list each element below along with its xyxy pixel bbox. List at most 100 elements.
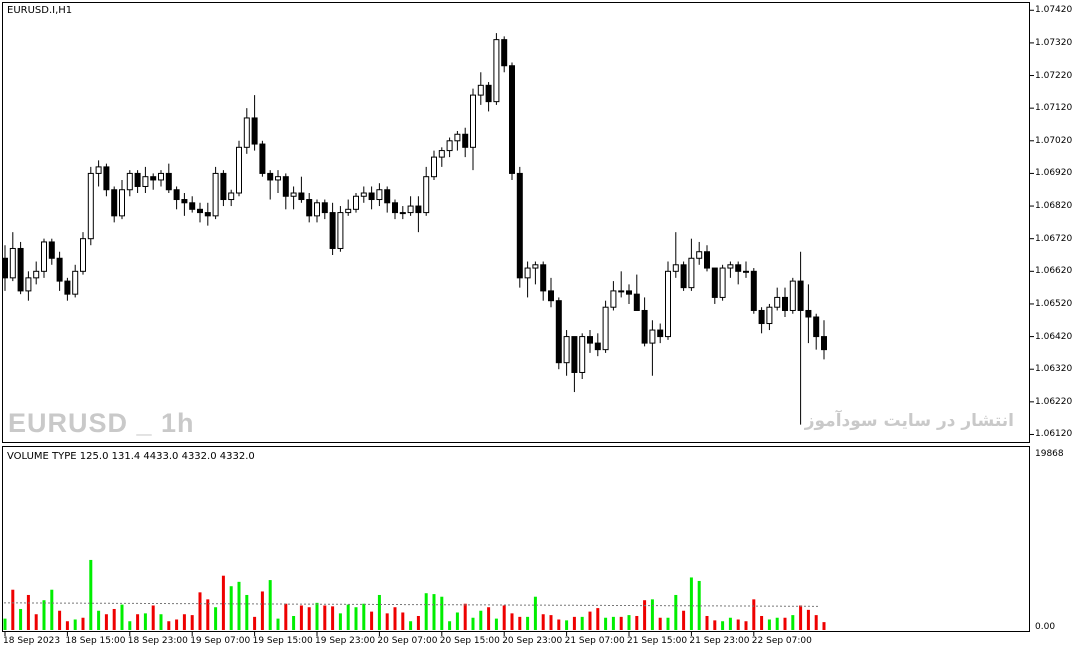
candle[interactable] (711, 267, 718, 304)
volume-bar[interactable] (104, 614, 108, 630)
volume-bar[interactable] (323, 605, 327, 630)
candle[interactable] (532, 261, 539, 285)
candle[interactable] (48, 238, 55, 265)
candle[interactable] (649, 320, 656, 376)
volume-bar[interactable] (175, 619, 179, 630)
candle[interactable] (501, 36, 508, 73)
candle[interactable] (111, 186, 118, 223)
volume-bar[interactable] (112, 608, 116, 630)
candle[interactable] (789, 277, 796, 314)
candle[interactable] (259, 140, 266, 177)
volume-bar[interactable] (752, 599, 756, 630)
candle[interactable] (477, 72, 484, 105)
candle[interactable] (228, 189, 235, 207)
candle[interactable] (134, 170, 141, 193)
volume-bar[interactable] (401, 612, 405, 630)
volume-bar[interactable] (307, 607, 311, 630)
candle[interactable] (743, 261, 749, 278)
volume-bar[interactable] (479, 610, 483, 630)
volume-bar[interactable] (19, 608, 23, 630)
candle[interactable] (516, 166, 523, 288)
candle[interactable] (626, 284, 632, 304)
candle[interactable] (321, 199, 328, 220)
volume-bar[interactable] (822, 622, 826, 630)
volume-bar[interactable] (26, 594, 30, 630)
volume-bar[interactable] (635, 615, 639, 630)
volume-bar[interactable] (338, 613, 342, 630)
candle[interactable] (95, 160, 102, 187)
volume-bar[interactable] (206, 599, 210, 630)
candle[interactable] (251, 95, 258, 151)
volume-bar[interactable] (471, 617, 475, 630)
volume-bar[interactable] (432, 594, 436, 630)
volume-bar[interactable] (487, 607, 491, 630)
volume-bar[interactable] (650, 599, 654, 630)
candle[interactable] (688, 238, 695, 291)
volume-bar[interactable] (151, 605, 155, 630)
candle[interactable] (353, 193, 359, 213)
candle[interactable] (719, 264, 726, 301)
candle[interactable] (696, 241, 703, 265)
volume-bar[interactable] (705, 615, 709, 630)
volume-bar[interactable] (284, 603, 288, 630)
volume-bar[interactable] (42, 600, 46, 630)
volume-bar[interactable] (791, 615, 795, 630)
candle[interactable] (407, 196, 414, 216)
candle[interactable] (282, 173, 289, 210)
candle[interactable] (275, 170, 281, 193)
volume-bar[interactable] (182, 614, 186, 630)
volume-bar[interactable] (783, 617, 787, 630)
candle[interactable] (680, 261, 687, 291)
candle[interactable] (345, 199, 352, 216)
candle[interactable] (384, 186, 391, 213)
volume-bar[interactable] (760, 615, 764, 630)
volume-bar[interactable] (806, 609, 810, 630)
volume-bar[interactable] (315, 602, 319, 630)
candle[interactable] (376, 183, 383, 207)
candle[interactable] (540, 261, 547, 301)
candle[interactable] (360, 186, 367, 203)
volume-bar[interactable] (666, 617, 670, 630)
candle[interactable] (64, 277, 71, 301)
candle[interactable] (610, 281, 617, 311)
volume-bar[interactable] (557, 619, 561, 630)
candle[interactable] (415, 196, 422, 233)
candle[interactable] (633, 274, 640, 311)
candle[interactable] (126, 170, 133, 197)
candle[interactable] (821, 320, 827, 360)
volume-bar[interactable] (541, 614, 545, 630)
candle[interactable] (212, 166, 219, 220)
volume-bar[interactable] (385, 613, 389, 630)
volume-bar[interactable] (393, 607, 397, 630)
volume-bar[interactable] (136, 614, 140, 630)
volume-bar[interactable] (214, 607, 218, 630)
candle[interactable] (805, 284, 812, 344)
candle[interactable] (774, 287, 781, 311)
candle[interactable] (337, 206, 344, 252)
volume-bar[interactable] (190, 615, 194, 630)
volume-bar[interactable] (674, 594, 678, 630)
volume-bar[interactable] (721, 621, 725, 630)
volume-bar[interactable] (580, 616, 584, 630)
volume-bar[interactable] (416, 615, 420, 630)
candle[interactable] (298, 176, 305, 203)
candle[interactable] (524, 261, 531, 298)
candle[interactable] (236, 140, 242, 197)
candle[interactable] (17, 241, 24, 295)
candle[interactable] (314, 199, 320, 223)
volume-bar[interactable] (658, 617, 662, 630)
volume-bar[interactable] (697, 580, 701, 630)
candle[interactable] (493, 33, 500, 105)
volume-bar[interactable] (331, 606, 335, 630)
volume-bar[interactable] (120, 604, 124, 630)
candle[interactable] (587, 330, 593, 353)
candle[interactable] (158, 170, 164, 187)
candle[interactable] (813, 313, 820, 350)
volume-bar[interactable] (65, 621, 69, 630)
candle[interactable] (509, 62, 515, 180)
candle[interactable] (9, 232, 16, 282)
candle[interactable] (750, 268, 757, 314)
candle[interactable] (189, 196, 196, 213)
candle[interactable] (704, 245, 710, 272)
candle[interactable] (657, 323, 664, 344)
